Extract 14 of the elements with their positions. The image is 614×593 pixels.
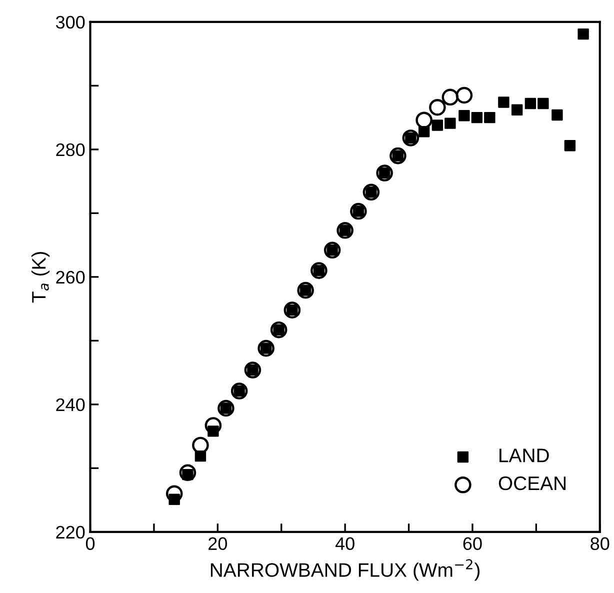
y-tick-label: 220 [56,526,85,539]
x-tick-label: 20 [208,537,227,550]
y-tick-label: 240 [56,398,85,412]
y-tick-label: 260 [56,270,85,284]
x-tick-label: 80 [590,537,610,550]
y-tick-label: 280 [56,143,85,156]
y-tick-label: 300 [56,16,85,29]
legend-label: LAND [500,448,549,462]
x-tick-label: 0 [86,537,95,550]
x-tick-label: 60 [463,537,482,550]
legend-label: OCEAN [498,476,566,490]
x-axis-title: NARROWBAND FLUX (Wm$^{−2}$) [210,559,480,581]
y-axis-title: T$_{a}$ (K) [31,252,50,303]
x-tick-label: 40 [335,537,354,550]
